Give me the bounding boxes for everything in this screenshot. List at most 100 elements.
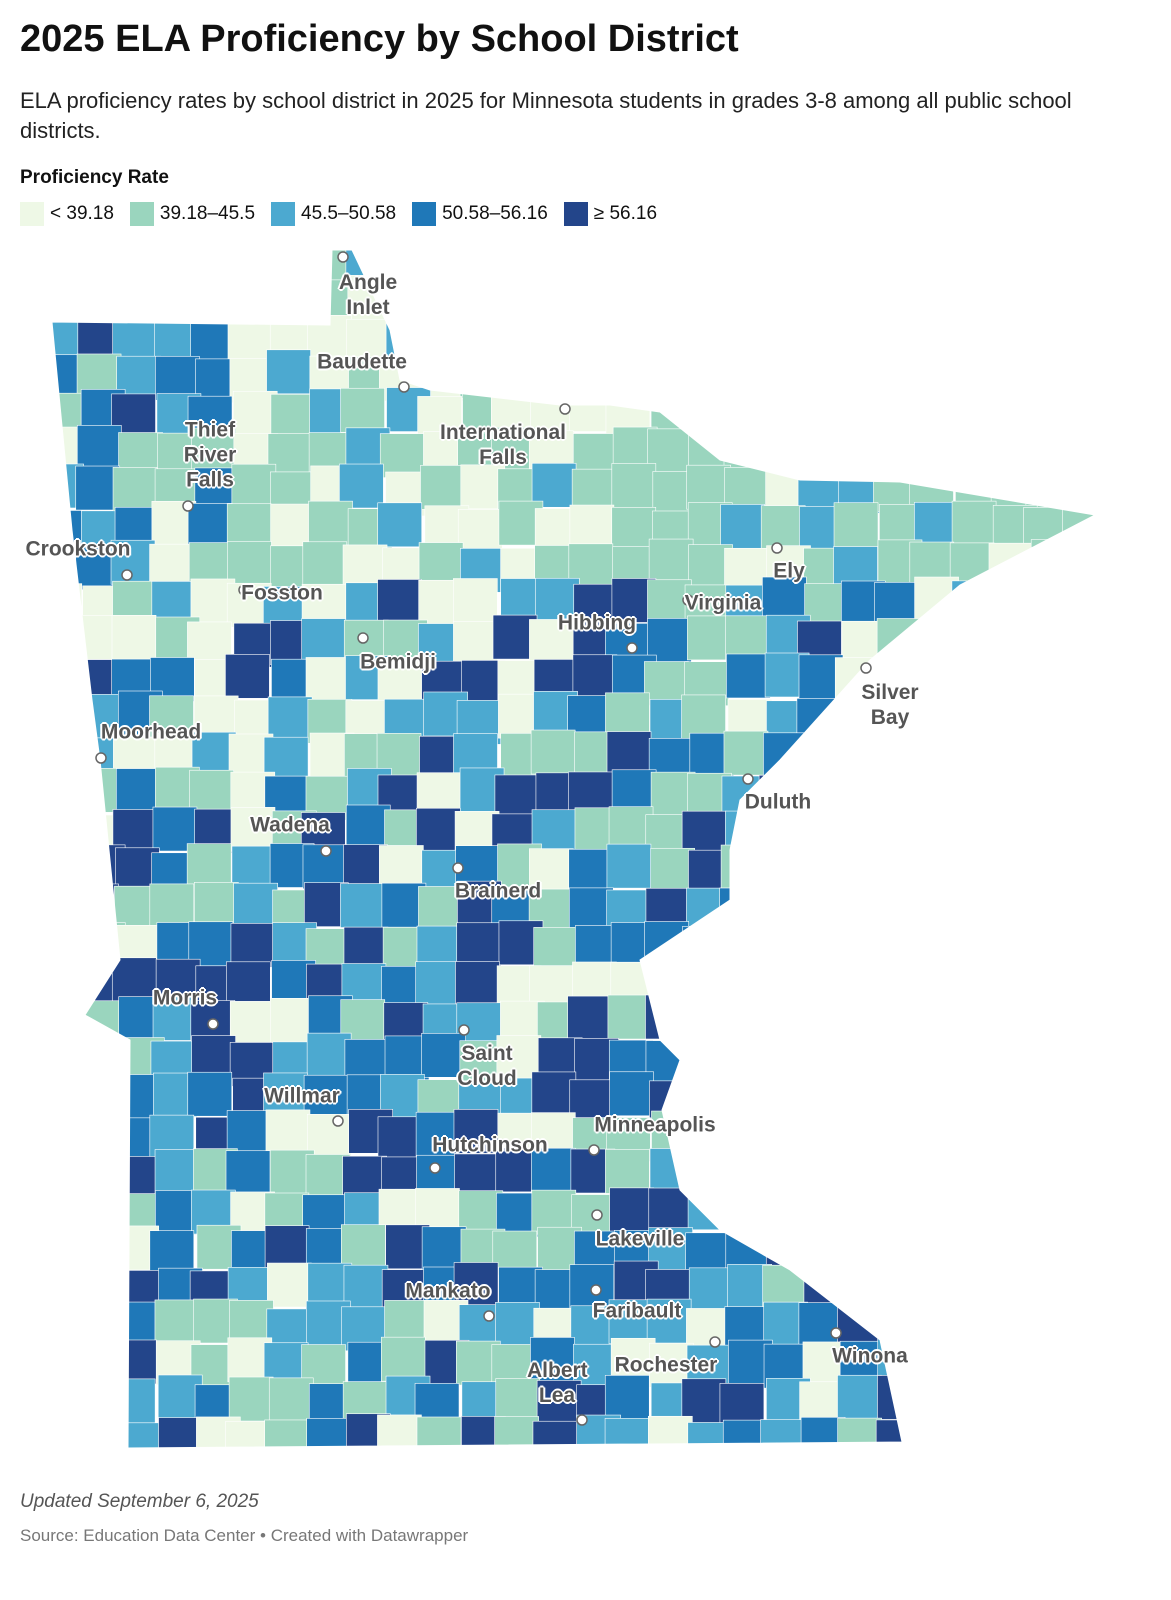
district-area xyxy=(1031,1187,1077,1233)
district-area xyxy=(802,814,848,859)
district-area xyxy=(609,1187,654,1233)
district-area xyxy=(1068,729,1095,774)
district-area xyxy=(956,623,1001,669)
district-area xyxy=(1108,395,1152,439)
district-area xyxy=(381,1336,426,1382)
city-label: Mankato xyxy=(405,1279,491,1303)
district-area xyxy=(798,1302,844,1347)
district-area xyxy=(604,1418,650,1448)
district-area xyxy=(500,1456,544,1470)
district-area xyxy=(186,843,232,888)
district-area xyxy=(157,281,203,327)
district-area xyxy=(763,392,809,438)
district-area xyxy=(1032,813,1078,858)
district-area xyxy=(646,355,691,401)
city-label: Morris xyxy=(152,986,218,1010)
district-area xyxy=(1100,958,1144,1002)
district-area xyxy=(760,1419,805,1448)
district-area xyxy=(1025,999,1071,1044)
district-area xyxy=(799,1071,845,1117)
district-area xyxy=(611,463,657,508)
district-area xyxy=(873,812,919,858)
district-area xyxy=(421,1033,466,1078)
district-area xyxy=(873,276,918,322)
district-area xyxy=(341,1459,385,1470)
district-area xyxy=(306,1032,352,1078)
district-area xyxy=(420,465,465,510)
district-area xyxy=(154,1149,200,1194)
district-area xyxy=(339,463,384,509)
district-area xyxy=(608,250,654,282)
district-area xyxy=(112,467,158,512)
district-area xyxy=(689,274,735,319)
district-area xyxy=(265,1109,311,1155)
district-area xyxy=(992,1116,1038,1162)
city-dot xyxy=(590,1284,602,1296)
district-area xyxy=(453,621,498,666)
city-dot xyxy=(576,1414,588,1426)
district-area xyxy=(949,808,995,854)
district-area xyxy=(910,426,955,472)
district-area xyxy=(913,767,959,812)
city-label: Silver Bay xyxy=(861,681,919,729)
district-area xyxy=(798,849,844,895)
district-area xyxy=(877,1453,921,1470)
district-area xyxy=(687,1185,733,1231)
city-dot xyxy=(332,1115,344,1127)
district-area xyxy=(689,1039,735,1085)
district-area xyxy=(803,315,849,361)
district-area xyxy=(52,732,83,778)
district-area xyxy=(530,1337,575,1382)
district-area xyxy=(609,1071,654,1117)
district-area xyxy=(112,281,157,327)
district-area xyxy=(1023,313,1069,358)
district-area xyxy=(76,425,122,470)
district-area xyxy=(760,505,806,550)
district-area xyxy=(264,1419,310,1448)
legend-label: 50.58–56.16 xyxy=(442,203,548,224)
district-area xyxy=(946,1380,992,1426)
city-label: Minneapolis xyxy=(594,1113,716,1137)
district-area xyxy=(800,738,845,784)
city-label: Duluth xyxy=(744,790,812,814)
district-area xyxy=(1104,928,1148,972)
district-area xyxy=(52,922,88,968)
district-area xyxy=(194,882,239,927)
district-area xyxy=(1105,813,1149,857)
district-area xyxy=(871,313,917,359)
district-area xyxy=(378,1461,422,1470)
district-area xyxy=(841,250,887,284)
district-area xyxy=(949,920,995,965)
district-area xyxy=(872,1116,917,1162)
city-label: Faribault xyxy=(592,1299,682,1323)
legend-item: ≥ 56.16 xyxy=(563,202,657,226)
district-area xyxy=(873,732,919,778)
district-area xyxy=(1101,355,1145,399)
district-area xyxy=(270,503,315,549)
district-area xyxy=(951,772,996,818)
district-area xyxy=(947,655,993,700)
district-area xyxy=(988,696,1034,741)
district-area xyxy=(954,730,1000,776)
district-area xyxy=(569,504,615,550)
district-area xyxy=(1101,1233,1145,1277)
district-area xyxy=(1061,349,1095,394)
city-dot xyxy=(588,1144,600,1156)
district-area xyxy=(340,387,385,433)
district-area xyxy=(917,813,962,859)
district-area xyxy=(988,805,1034,851)
district-area xyxy=(1102,1385,1146,1429)
district-area xyxy=(52,885,88,931)
district-area xyxy=(499,354,545,399)
district-area xyxy=(909,387,954,433)
district-area xyxy=(909,997,955,1043)
district-area xyxy=(1103,1038,1147,1082)
city-dot xyxy=(429,1162,441,1174)
district-area xyxy=(1106,584,1150,628)
district-area xyxy=(987,662,1033,707)
district-area xyxy=(1102,1150,1146,1194)
district-area xyxy=(343,1264,389,1310)
district-area xyxy=(189,250,234,284)
district-area xyxy=(229,1001,275,1046)
district-area xyxy=(52,1112,89,1158)
